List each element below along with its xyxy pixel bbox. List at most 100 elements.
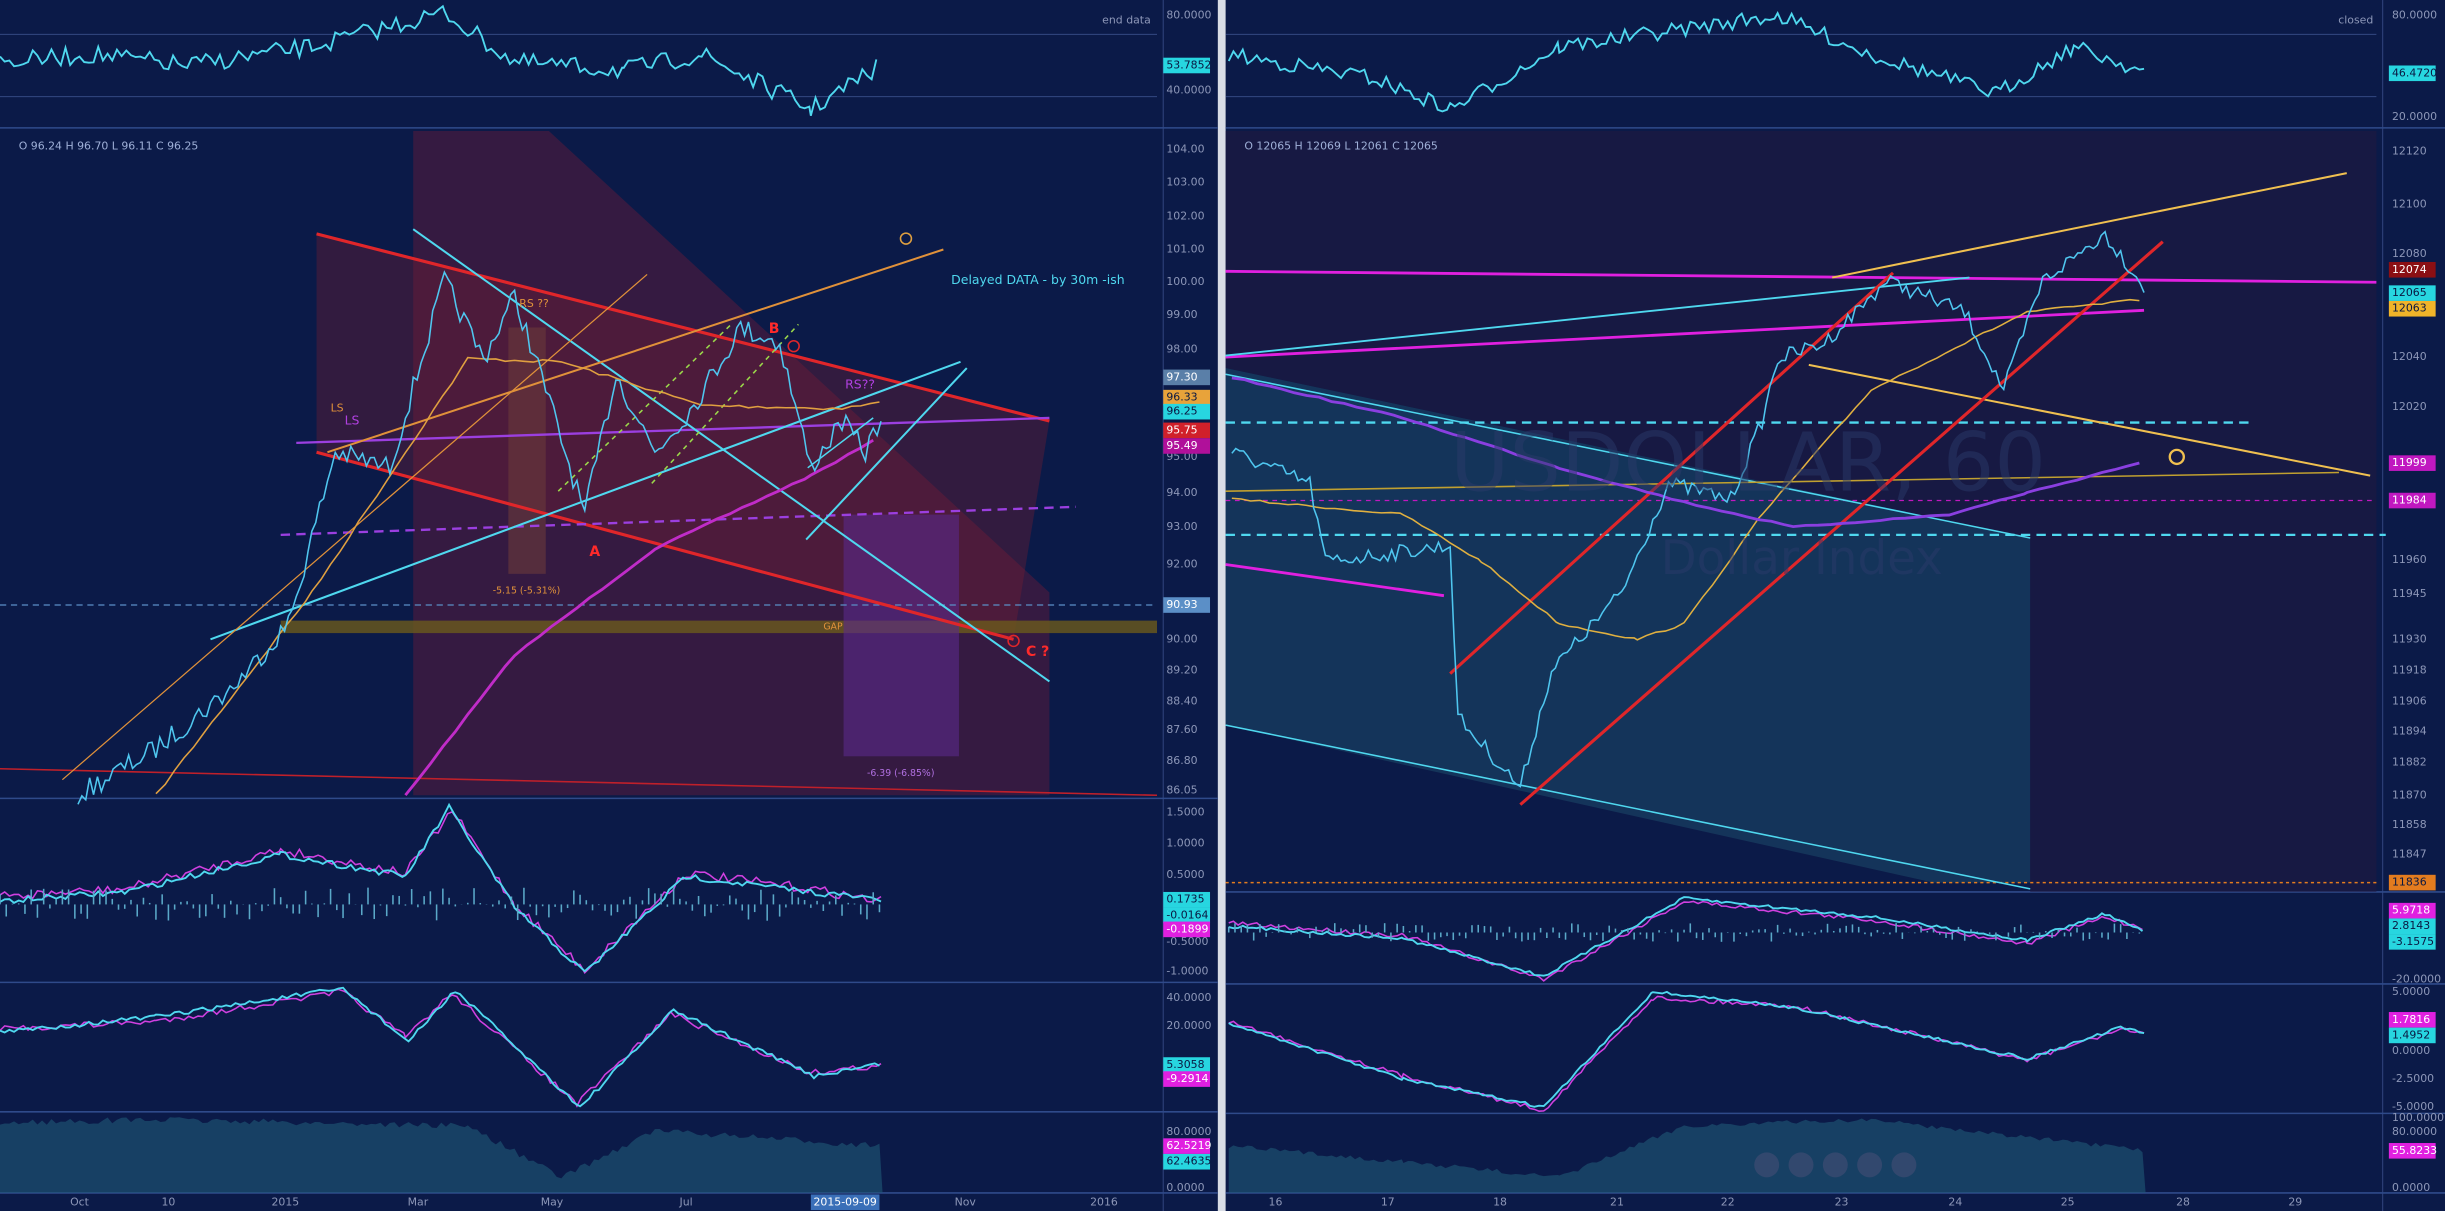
status: closed xyxy=(2338,13,2373,26)
price-label-box xyxy=(2388,934,2436,950)
trend-line xyxy=(1225,724,2031,890)
annotation: RS ?? xyxy=(519,297,549,310)
time-tick-label: 18 xyxy=(1493,1195,1507,1208)
toolbar-button[interactable] xyxy=(1857,1152,1883,1178)
price-label-box xyxy=(1163,921,1211,938)
trend-line xyxy=(1225,269,2377,284)
axis-tick-label: 11847 xyxy=(2392,848,2427,861)
axis-tick-label: -0.5000 xyxy=(1166,935,1208,948)
time-tick-label: Mar xyxy=(408,1195,429,1208)
price-label-box xyxy=(1163,1153,1211,1170)
price-label: 62.4635 xyxy=(1166,1155,1211,1168)
marker xyxy=(2168,448,2185,466)
axis-tick-label: -5.0000 xyxy=(2392,1100,2434,1113)
price-label-box xyxy=(2388,285,2436,301)
axis-tick-label: 11960 xyxy=(2392,553,2427,566)
annotation: -6.39 (-6.85%) xyxy=(867,768,934,779)
price-label: 12063 xyxy=(2392,302,2427,315)
axis-tick-label: 80.0000 xyxy=(1166,9,1211,22)
annotation: -5.15 (-5.31%) xyxy=(493,585,560,596)
divider xyxy=(1217,0,1226,1211)
trend-line xyxy=(296,416,1050,445)
axis-tick-label: 11906 xyxy=(2392,695,2427,708)
price-label-box xyxy=(1163,369,1211,386)
axis-tick-label: 99.00 xyxy=(1166,308,1197,321)
ohlc-header: O 96.24 H 96.70 L 96.11 C 96.25 xyxy=(19,140,199,153)
price-label-box xyxy=(1163,891,1211,908)
price-line xyxy=(77,270,882,805)
axis-tick-label: 12020 xyxy=(2392,400,2427,413)
price-label-box xyxy=(2388,261,2436,278)
trend-line xyxy=(1449,271,1895,675)
annotation: C ? xyxy=(1026,644,1049,660)
axis-tick-label: 102.00 xyxy=(1166,210,1204,223)
area xyxy=(0,1117,883,1193)
price-label-box xyxy=(2388,492,2436,509)
trend-line xyxy=(807,417,874,469)
time-tick-label: 29 xyxy=(2288,1195,2302,1208)
price-label: 53.7852 xyxy=(1166,58,1211,71)
price-label: 1.7816 xyxy=(2392,1013,2430,1026)
price-label-box xyxy=(1163,1138,1211,1154)
price-label: 11984 xyxy=(2392,494,2427,507)
axis-tick-label: 90.00 xyxy=(1166,632,1197,645)
price-label: -3.1575 xyxy=(2392,935,2434,948)
axis-tick-label: 11918 xyxy=(2392,664,2427,677)
price-label: 55.8233 xyxy=(2392,1144,2437,1157)
toolbar-button[interactable] xyxy=(1788,1152,1814,1178)
axis-tick-label: 86.05 xyxy=(1166,784,1197,797)
toolbar-button[interactable] xyxy=(1822,1152,1848,1178)
price-label: 2.8143 xyxy=(2392,919,2430,932)
time-tick-label: 2015 xyxy=(271,1195,299,1208)
time-tick-label: 10 xyxy=(161,1195,175,1208)
axis-tick-label: -1.0000 xyxy=(1166,964,1208,977)
indicator-line xyxy=(1228,900,2143,982)
price-label: 12065 xyxy=(2392,286,2427,299)
watermark: USDOLLAR, 60 xyxy=(1450,416,2046,510)
axis-tick-label: 0.0000 xyxy=(2392,1044,2430,1057)
price-label: 12074 xyxy=(2392,263,2427,276)
axis-tick-label: 100.00 xyxy=(1166,275,1204,288)
axis-tick-label: 88.40 xyxy=(1166,695,1197,708)
toolbar-button[interactable] xyxy=(1754,1152,1780,1178)
price-label: 46.4720 xyxy=(2392,66,2437,79)
price-label-box xyxy=(1163,1057,1211,1073)
time-tick-label: 2015-09-09 xyxy=(813,1195,876,1208)
moving-average xyxy=(155,356,880,795)
axis-tick-label: 86.80 xyxy=(1166,754,1197,767)
trend-line xyxy=(412,228,1051,683)
price-line xyxy=(1231,230,2145,788)
price-label: 11999 xyxy=(2392,456,2427,469)
trend-line xyxy=(1225,563,1445,598)
price-label: -0.1899 xyxy=(1166,922,1208,935)
price-label: -0.0164 xyxy=(1166,908,1208,921)
axis-tick-label: 12080 xyxy=(2392,247,2427,260)
annotation: A xyxy=(589,544,600,560)
axis-tick-label: 80.0000 xyxy=(1166,1125,1211,1138)
time-tick-label: May xyxy=(541,1195,564,1208)
toolbar-button[interactable] xyxy=(1891,1152,1917,1178)
axis-tick-label: 11882 xyxy=(2392,756,2427,769)
axis-tick-label: 40.0000 xyxy=(1166,83,1211,96)
axis-tick-label: 80.0000 xyxy=(2392,1125,2437,1138)
axis-tick-label: 12120 xyxy=(2392,144,2427,157)
watermark: Dollar Index xyxy=(1661,532,1943,586)
indicator-line xyxy=(1227,11,2145,113)
measure-box xyxy=(843,514,959,757)
axis-tick-label: 92.00 xyxy=(1166,557,1197,570)
annotation: GAP xyxy=(823,621,843,632)
status: end data xyxy=(1102,13,1151,26)
trend-line xyxy=(280,505,1076,537)
axis-tick-label: 93.00 xyxy=(1166,520,1197,533)
annotation: B xyxy=(769,321,780,337)
marker xyxy=(1007,634,1020,648)
price-label: 11836 xyxy=(2392,876,2427,889)
price-label: 0.1735 xyxy=(1166,893,1204,906)
price-label: 96.33 xyxy=(1166,391,1197,404)
price-label-box xyxy=(1163,389,1211,406)
price-label: 97.30 xyxy=(1166,370,1197,383)
axis-tick-label: 12040 xyxy=(2392,350,2427,363)
